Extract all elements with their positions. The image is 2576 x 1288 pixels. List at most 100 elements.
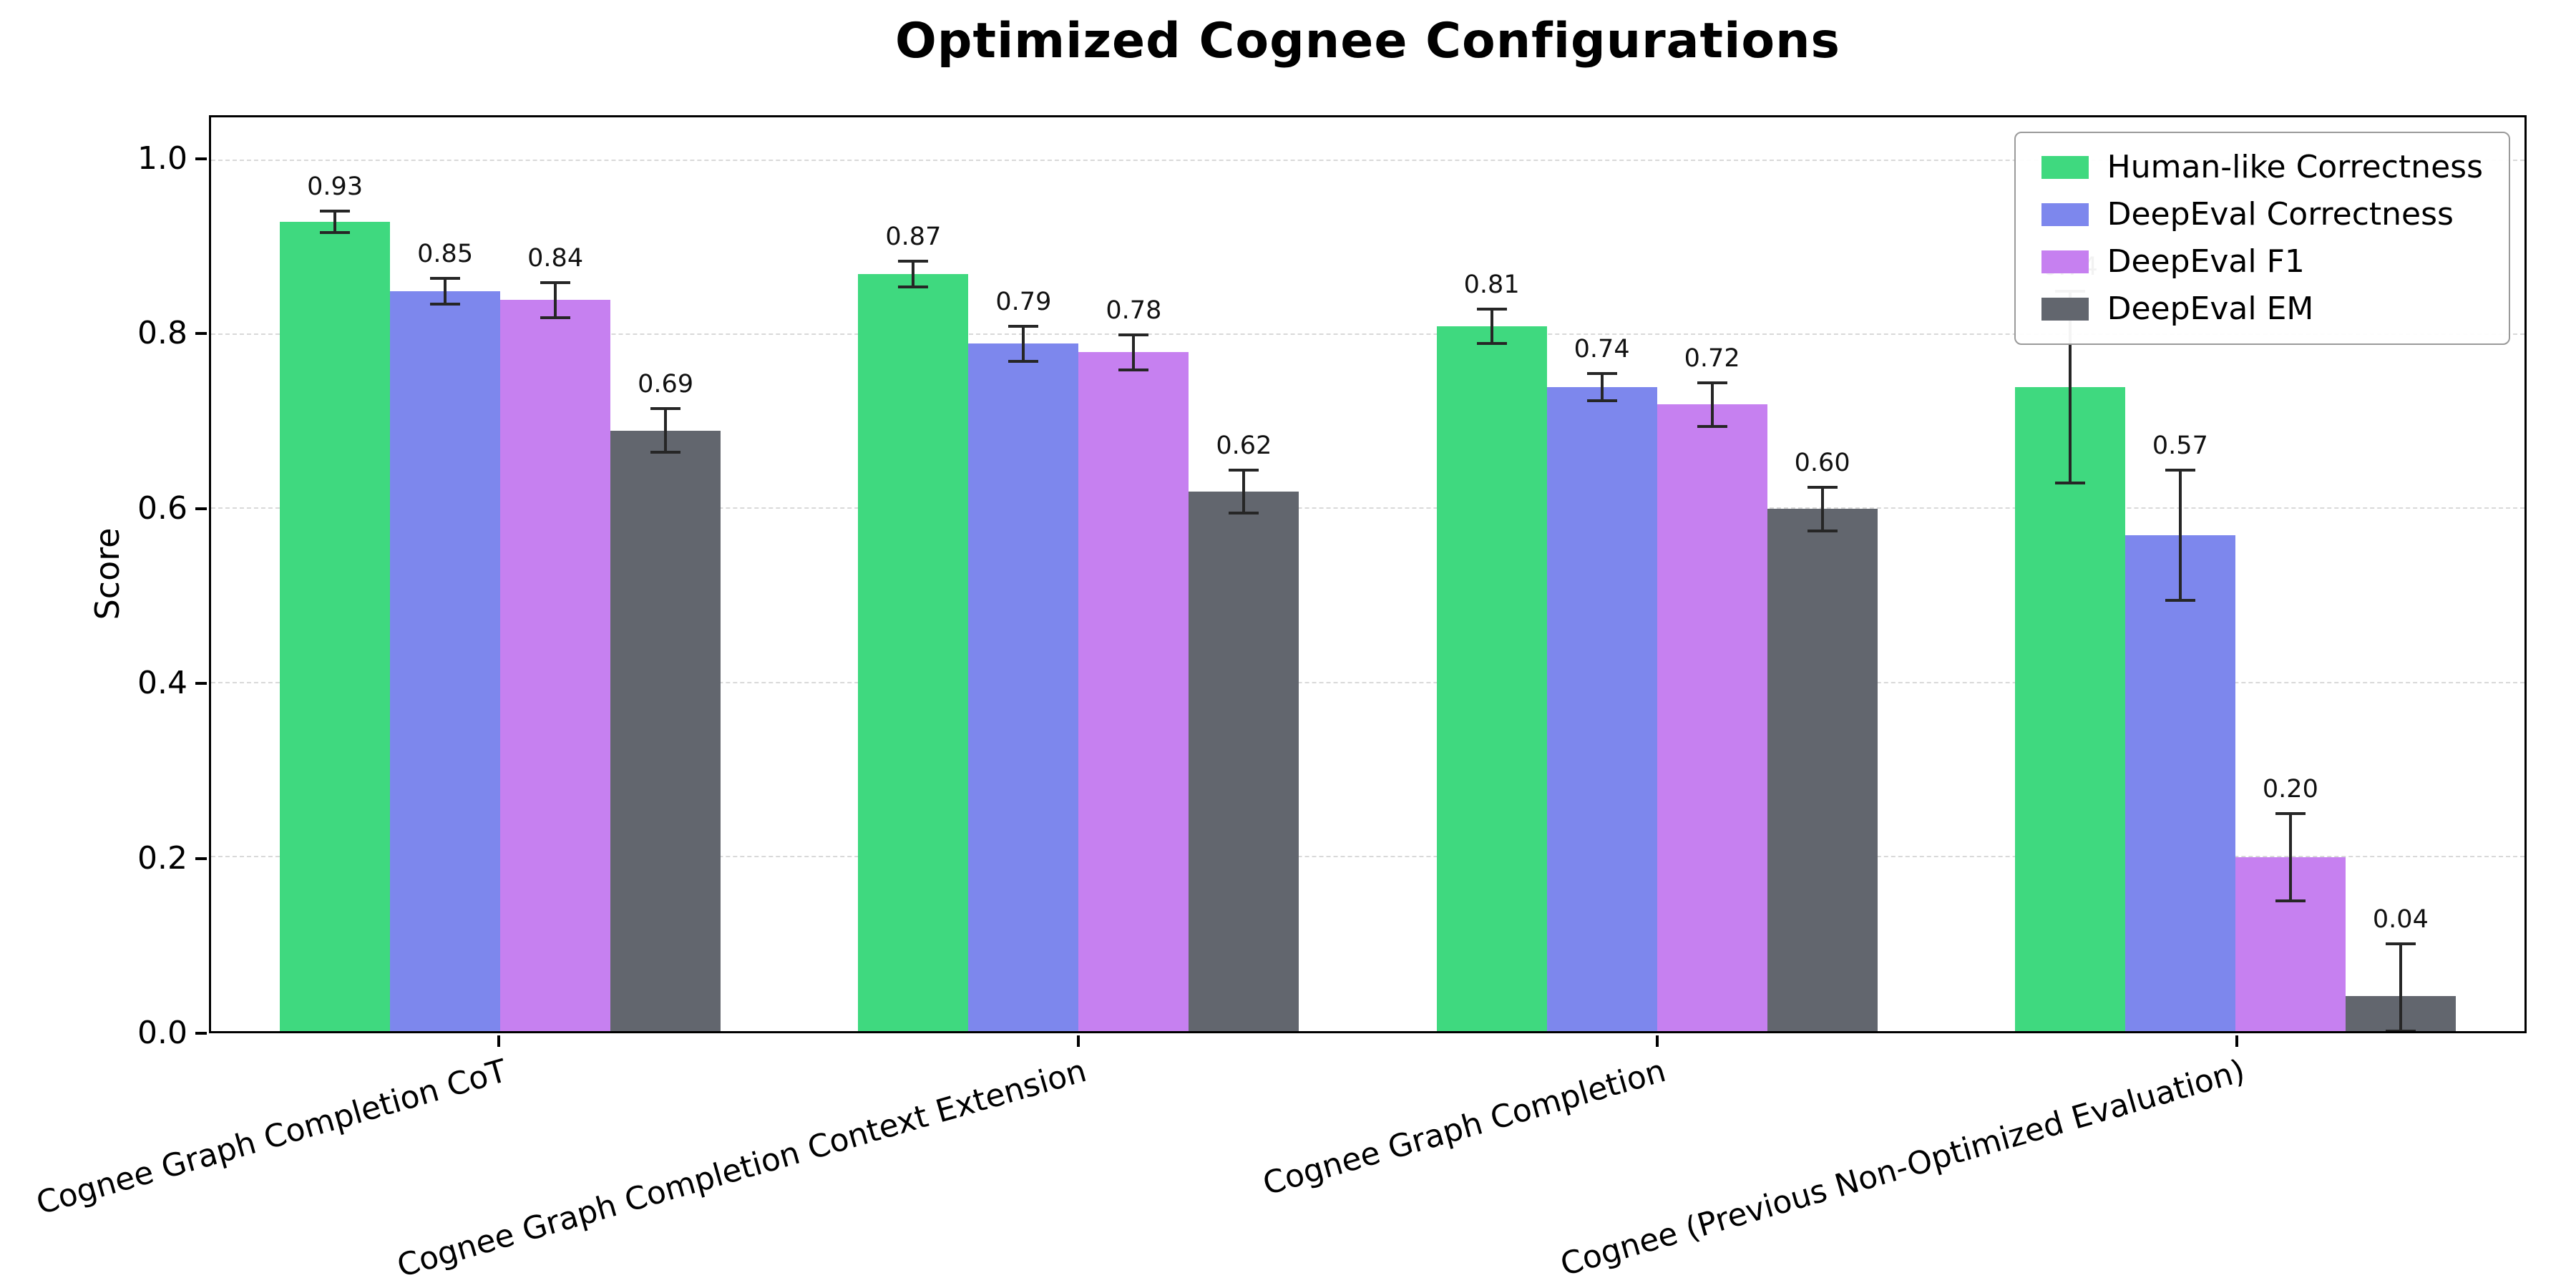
x-tick-label-text: Cognee (Previous Non-Optimized Evaluatio… bbox=[1556, 1053, 2250, 1284]
legend-swatch bbox=[2041, 298, 2089, 321]
y-tick-label: 0.8 bbox=[137, 315, 187, 352]
error-bar-cap-bottom bbox=[2385, 1030, 2416, 1031]
error-bar-cap-top bbox=[430, 277, 461, 280]
gridline bbox=[211, 333, 2524, 336]
error-bar-cap-bottom bbox=[1807, 529, 1838, 532]
bar bbox=[1189, 491, 1299, 1031]
error-bar-cap-top bbox=[650, 407, 681, 411]
x-tick-mark bbox=[1076, 1035, 1080, 1047]
legend-item: DeepEval EM bbox=[2041, 293, 2483, 325]
x-tick-label-text: Cognee Graph Completion CoT bbox=[32, 1053, 511, 1222]
value-label: 0.57 bbox=[2152, 431, 2208, 460]
error-bar-cap-top bbox=[1008, 324, 1039, 328]
y-axis-label: Score bbox=[88, 527, 127, 620]
bar-slot: 0.57 bbox=[2124, 117, 2235, 1031]
legend-swatch bbox=[2041, 250, 2089, 273]
y-tick-label: 0.0 bbox=[137, 1015, 187, 1051]
gridline bbox=[211, 681, 2524, 683]
error-bar-cap-bottom bbox=[430, 303, 461, 306]
y-tick-label: 0.2 bbox=[137, 839, 187, 877]
error-bar-cap-top bbox=[1118, 333, 1149, 337]
bar bbox=[968, 343, 1079, 1031]
plot-area: 0.93 0.85 0.84 0.69 0.87 0.79 0.78 0.62 0.81 0.74… bbox=[209, 115, 2527, 1033]
error-bar-cap-bottom bbox=[2054, 481, 2085, 484]
bar-slot: 0.81 bbox=[1436, 117, 1547, 1031]
legend-item: DeepEval Correctness bbox=[2041, 199, 2483, 230]
y-tick-mark bbox=[195, 157, 207, 161]
value-label: 0.85 bbox=[417, 240, 474, 268]
value-label: 0.93 bbox=[307, 172, 364, 202]
value-label: 0.04 bbox=[2372, 905, 2429, 935]
error-bar-cap-top bbox=[898, 259, 929, 263]
bar bbox=[500, 300, 611, 1031]
bar-slot: 0.74 bbox=[1546, 117, 1657, 1031]
bar-group: 0.87 0.79 0.78 0.62 bbox=[789, 117, 1367, 1031]
x-tick-label: Cognee (Previous Non-Optimized Evaluatio… bbox=[1534, 1053, 2249, 1283]
y-tick-label: 0.6 bbox=[137, 489, 187, 527]
error-bar bbox=[1586, 371, 1617, 403]
error-bar bbox=[1476, 307, 1507, 346]
error-bar-cap-top bbox=[1476, 307, 1507, 311]
error-bar-cap-top bbox=[2275, 811, 2306, 815]
error-bar bbox=[540, 281, 571, 319]
legend: Human-like Correctness DeepEval Correctne… bbox=[2014, 132, 2510, 345]
error-bar bbox=[1118, 333, 1149, 371]
error-bar-cap-bottom bbox=[1229, 512, 1259, 515]
legend-label: Human-like Correctness bbox=[2107, 149, 2483, 185]
bar-slot: 0.84 bbox=[500, 117, 611, 1031]
bar-slot: 0.04 bbox=[2345, 117, 2456, 1031]
error-bar-cap-bottom bbox=[650, 451, 681, 454]
bar bbox=[1767, 509, 1878, 1031]
value-label: 0.87 bbox=[885, 222, 942, 251]
error-bar-cap-bottom bbox=[2275, 899, 2306, 902]
y-tick-mark bbox=[195, 682, 207, 686]
bar-slot: 0.20 bbox=[2235, 117, 2346, 1031]
bar bbox=[1546, 387, 1657, 1031]
bar bbox=[280, 221, 391, 1031]
bar-group: 0.74 0.57 0.20 0.04 bbox=[1946, 117, 2524, 1031]
error-bar bbox=[320, 210, 351, 234]
error-bar bbox=[2275, 811, 2306, 902]
legend-label: DeepEval Correctness bbox=[2107, 196, 2454, 233]
legend-label: DeepEval F1 bbox=[2107, 243, 2305, 280]
error-bar-cap-top bbox=[320, 210, 351, 213]
error-bar bbox=[1229, 468, 1259, 515]
x-tick-label-text: Cognee Graph Completion bbox=[1259, 1053, 1670, 1203]
error-bar-cap-bottom bbox=[1586, 399, 1617, 403]
bar bbox=[1436, 326, 1547, 1031]
bar-group: 0.81 0.74 0.72 0.60 bbox=[1368, 117, 1946, 1031]
x-tick-label: Cognee Graph Completion Context Extensio… bbox=[371, 1053, 1090, 1284]
value-label: 0.84 bbox=[527, 244, 584, 273]
bar-slot: 0.72 bbox=[1657, 117, 1767, 1031]
bar bbox=[390, 291, 501, 1031]
bar bbox=[858, 273, 969, 1031]
bar-slot: 0.62 bbox=[1189, 117, 1299, 1031]
bar-slot: 0.93 bbox=[280, 117, 391, 1031]
value-label: 0.79 bbox=[995, 287, 1052, 316]
x-tick-mark bbox=[2235, 1035, 2239, 1047]
gridline bbox=[211, 159, 2524, 161]
error-bar bbox=[2165, 468, 2195, 602]
y-tick-label: 0.4 bbox=[137, 665, 187, 702]
x-tick-label: Cognee Graph Completion CoT bbox=[19, 1053, 511, 1222]
bars-layer: 0.93 0.85 0.84 0.69 0.87 0.79 0.78 0.62 0.81 0.74… bbox=[211, 117, 2524, 1031]
bar-slot: 0.79 bbox=[968, 117, 1079, 1031]
x-tick-mark bbox=[497, 1035, 500, 1047]
bar bbox=[2014, 387, 2125, 1031]
legend-item: DeepEval F1 bbox=[2041, 246, 2483, 278]
y-tick-mark bbox=[195, 332, 207, 336]
error-bar-cap-top bbox=[1697, 381, 1727, 384]
x-tick-label-text: Cognee Graph Completion Context Extensio… bbox=[393, 1053, 1091, 1285]
error-bar-cap-top bbox=[2385, 942, 2416, 946]
value-label: 0.60 bbox=[1794, 448, 1850, 477]
error-bar bbox=[1008, 324, 1039, 363]
error-bar-cap-bottom bbox=[1476, 342, 1507, 346]
bar-slot: 0.60 bbox=[1767, 117, 1878, 1031]
bar-group: 0.93 0.85 0.84 0.69 bbox=[211, 117, 789, 1031]
value-label: 0.78 bbox=[1106, 296, 1162, 326]
gridline bbox=[211, 507, 2524, 509]
bar bbox=[2124, 535, 2235, 1031]
error-bar-cap-bottom bbox=[1697, 424, 1727, 428]
error-bar bbox=[898, 259, 929, 289]
chart-title: Optimized Cognee Configurations bbox=[895, 13, 1840, 69]
